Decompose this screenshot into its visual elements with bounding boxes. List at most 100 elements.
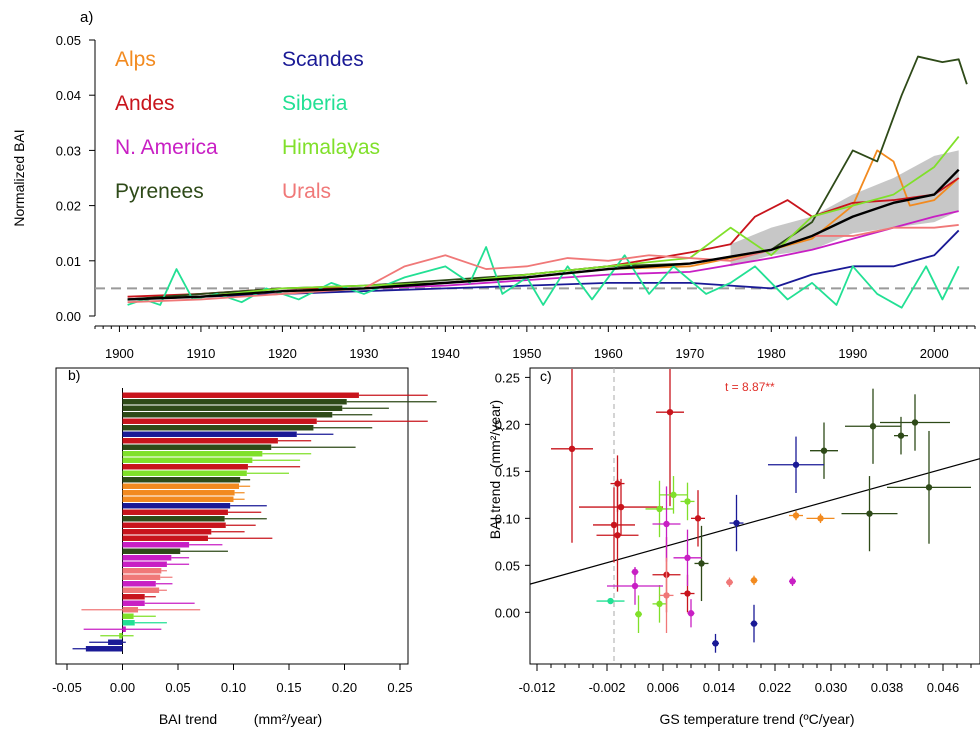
scatter-point-andes — [551, 369, 593, 543]
bar-andes — [122, 529, 212, 535]
panel-b-trend-bars: b) -0.05 0.00 0.05 0.10 0.15 0.20 0.25 BAI trend… — [52, 367, 437, 727]
bar-andes — [122, 522, 226, 528]
point-marker — [607, 597, 614, 605]
legend-entry: Pyrenees — [115, 180, 204, 203]
point-marker — [925, 484, 933, 491]
scatter-point-pyrenees — [810, 422, 838, 479]
y-tick-label: 0.02 — [56, 199, 81, 214]
y-tick-label: 0.15 — [495, 464, 520, 479]
x-tick-label: 0.022 — [759, 680, 792, 695]
x-axis-label: GS temperature trend (ºC/year) — [660, 711, 855, 727]
bar-andes — [122, 509, 228, 515]
point-marker — [712, 640, 719, 647]
bar-pyrenees — [122, 548, 181, 554]
x-tick-label: 0.20 — [332, 680, 357, 695]
scatter-point-scandes — [712, 633, 719, 653]
bar-himalayas — [119, 633, 123, 639]
x-tick-label: 1940 — [431, 346, 460, 361]
x-tick-label: 0.046 — [927, 680, 960, 695]
plot-frame — [55, 367, 409, 665]
panel-label: a) — [80, 9, 93, 26]
x-axis-label-unit: (mm²/year) — [254, 711, 322, 727]
bar-scandes — [108, 639, 123, 645]
scatter-point-himalayas — [645, 480, 674, 538]
x-axis-label: BAI trend — [159, 711, 217, 727]
point-marker — [820, 447, 828, 454]
scatter-point-scandes — [768, 436, 824, 493]
x-tick-label: 1990 — [838, 346, 867, 361]
series-line-siberia — [127, 246, 960, 309]
bar-pyrenees — [122, 425, 314, 431]
x-tick-label: 1970 — [675, 346, 704, 361]
point-marker — [792, 512, 800, 519]
scatter-point-alps — [806, 513, 835, 524]
point-marker — [694, 515, 702, 522]
point-marker — [750, 577, 758, 584]
point-marker — [789, 578, 796, 585]
scatter-point-himalayas — [659, 476, 688, 514]
scatter-point-andes — [596, 478, 639, 592]
point-marker — [631, 582, 639, 590]
panel-a-timeseries: a) 0.00 0.01 0.02 0.03 0.04 0.05 Normalized BAI… — [11, 9, 976, 361]
y-tick-label: 0.00 — [56, 309, 81, 324]
y-tick-label: 0.00 — [495, 605, 520, 620]
bar-n-america — [122, 542, 190, 548]
y-tick-label: 0.10 — [495, 511, 520, 526]
y-tick-label: 0.03 — [56, 143, 81, 158]
point-marker — [617, 503, 625, 511]
point-marker — [684, 554, 691, 562]
point-marker — [663, 592, 670, 599]
point-marker — [656, 505, 663, 513]
x-tick-label: 0.030 — [815, 680, 848, 695]
y-axis-label: BAI trend — [487, 481, 503, 539]
bar-andes — [122, 418, 317, 424]
x-tick-label: 0.038 — [871, 680, 904, 695]
legend-entry: N. America — [115, 136, 218, 159]
point-marker — [869, 423, 877, 430]
regression-line — [529, 458, 980, 585]
y-axis-label-unit: (mm²/year) — [487, 400, 503, 468]
bar-n-america — [122, 581, 156, 587]
y-tick-label: 0.04 — [56, 88, 81, 103]
bar-alps — [122, 483, 240, 489]
point-marker — [911, 419, 919, 426]
bar-scandes — [85, 646, 123, 652]
panel-label: b) — [68, 367, 80, 383]
series-line-andes — [127, 177, 960, 298]
scatter-point-pyrenees — [841, 476, 898, 552]
bar-urals — [122, 607, 139, 613]
point-marker — [614, 532, 621, 539]
point-marker — [733, 519, 740, 527]
bar-alps — [122, 490, 235, 496]
bar-n-america — [122, 555, 172, 561]
point-marker — [726, 579, 733, 586]
bar-urals — [122, 587, 160, 593]
bar-urals — [122, 574, 161, 580]
plot-frame — [529, 367, 980, 665]
bar-scandes — [122, 431, 297, 437]
x-tick-label: 1920 — [268, 346, 297, 361]
legend-entry: Himalayas — [282, 136, 380, 159]
scatter-point-andes — [656, 369, 684, 507]
bar-andes — [122, 438, 278, 444]
legend-entry: Urals — [282, 180, 331, 203]
scatter-point-urals — [659, 557, 674, 633]
bar-pyrenees — [122, 516, 225, 522]
x-tick-label: 0.15 — [276, 680, 301, 695]
x-tick-label: 1900 — [105, 346, 134, 361]
scatter-point-scandes — [729, 494, 744, 552]
y-tick-label: 0.25 — [495, 370, 520, 385]
point-marker — [897, 432, 905, 439]
x-tick-label: 1980 — [757, 346, 786, 361]
point-marker — [670, 491, 677, 499]
point-marker — [656, 600, 663, 608]
scatter-point-scandes — [750, 604, 758, 643]
scatter-point-himalayas — [652, 585, 667, 623]
bar-pyrenees — [122, 477, 241, 483]
scatter-point-andes — [593, 487, 635, 563]
point-marker — [684, 590, 691, 597]
legend-entry: Siberia — [282, 92, 348, 115]
bar-himalayas — [122, 451, 263, 457]
bar-himalayas — [122, 457, 253, 463]
bar-himalayas — [122, 613, 134, 619]
